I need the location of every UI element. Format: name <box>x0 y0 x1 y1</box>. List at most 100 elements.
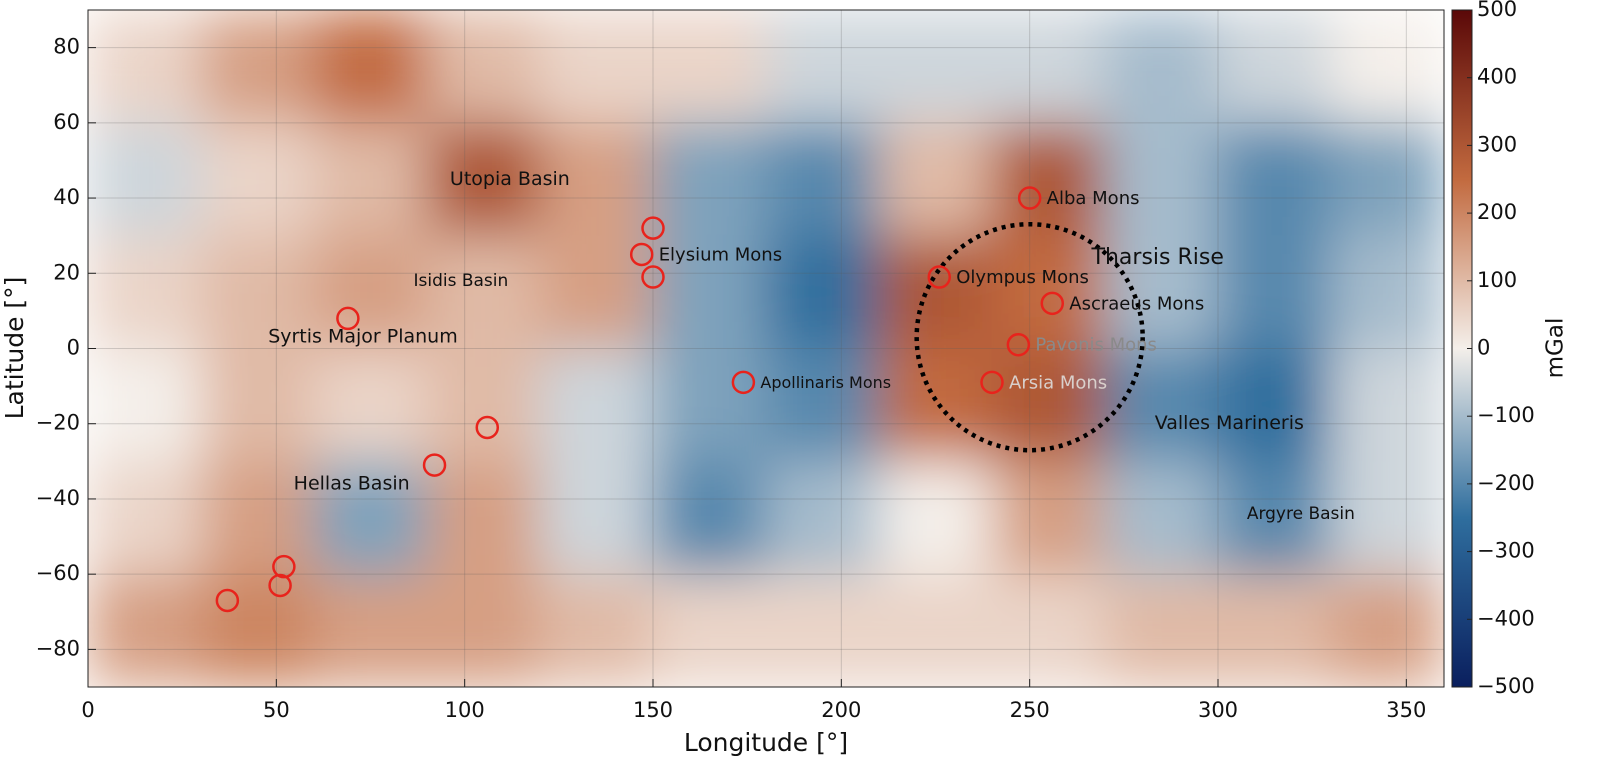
colorbar-tick-label: 400 <box>1477 65 1517 89</box>
field-cell <box>426 122 541 237</box>
x-tick-label: 350 <box>1386 698 1426 722</box>
field-cell <box>1330 122 1444 237</box>
field-cell <box>426 235 541 350</box>
colorbar-tick-label: −400 <box>1477 606 1535 630</box>
field-cell <box>200 122 315 237</box>
field-cell <box>1330 10 1444 124</box>
marker-label: Olympus Mons <box>956 267 1089 288</box>
y-tick-label: −40 <box>36 486 80 510</box>
y-tick-label: −80 <box>36 636 80 660</box>
marker <box>629 242 654 267</box>
field-cell <box>878 573 993 687</box>
field-cell <box>652 573 767 687</box>
field-cell <box>652 348 767 462</box>
field-cell <box>426 348 541 462</box>
colorbar-tick-label: −300 <box>1477 539 1535 563</box>
field-cell <box>991 235 1106 350</box>
field-cell <box>765 348 880 462</box>
marker <box>268 573 292 598</box>
field-cell <box>765 573 880 687</box>
field-cell <box>1217 10 1332 124</box>
tharsis-circle <box>914 221 1145 453</box>
field-cell <box>539 122 654 237</box>
field-cell <box>313 235 428 350</box>
x-tick-label: 150 <box>633 698 673 722</box>
field-cell <box>1217 235 1332 350</box>
region-label: Tharsis Rise <box>1091 245 1224 270</box>
field-cell <box>88 348 202 462</box>
field-cell <box>1104 348 1219 462</box>
field-cell <box>991 573 1106 687</box>
marker-label: Pavonis Mons <box>1035 335 1157 356</box>
region-label: Hellas Basin <box>294 472 410 494</box>
field-cell <box>878 122 993 237</box>
field-cell <box>1217 573 1332 687</box>
colorbar-tick-label: −200 <box>1477 471 1535 495</box>
x-tick-label: 300 <box>1198 698 1238 722</box>
field-cell <box>765 460 880 575</box>
field-cell <box>426 10 541 124</box>
field-cell <box>991 122 1106 237</box>
field-cell <box>200 10 315 124</box>
marker <box>215 588 240 613</box>
colorbar-tick-label: 200 <box>1477 200 1517 224</box>
colorbar-tick-label: −500 <box>1477 674 1535 698</box>
field-cell <box>991 10 1106 124</box>
field-cell <box>1217 460 1332 575</box>
field-cell <box>765 235 880 350</box>
field-cell <box>765 122 880 237</box>
marker <box>272 554 296 579</box>
marker <box>336 306 360 331</box>
field-cell <box>539 573 654 687</box>
marker <box>1040 291 1065 316</box>
field-cell <box>88 460 202 575</box>
field-cell <box>88 573 202 687</box>
field-cell <box>878 348 993 462</box>
field-cell <box>1104 460 1219 575</box>
field-cell <box>878 235 993 350</box>
x-tick-label: 200 <box>821 698 861 722</box>
field-cell <box>1330 235 1444 350</box>
field-cell <box>313 122 428 237</box>
marker <box>475 415 500 440</box>
marker <box>1017 186 1042 210</box>
x-tick-label: 50 <box>263 698 290 722</box>
field-cell <box>652 122 767 237</box>
marker-label: Alba Mons <box>1047 188 1140 209</box>
field-cell <box>1104 10 1219 124</box>
field-cell <box>426 573 541 687</box>
field-cell <box>200 573 315 687</box>
x-tick-label: 100 <box>445 698 485 722</box>
field-cell <box>765 10 880 124</box>
field-cell <box>88 10 202 124</box>
marker-label: Arsia Mons <box>1009 372 1107 393</box>
region-label: Argyre Basin <box>1247 504 1355 524</box>
field-cell <box>1104 235 1219 350</box>
marker <box>641 265 665 289</box>
colorbar-tick-label: −100 <box>1477 403 1535 427</box>
field-cell <box>200 235 315 350</box>
field-cell <box>1330 460 1444 575</box>
marker <box>980 370 1004 395</box>
overlay <box>88 10 1444 687</box>
y-tick-label: −20 <box>36 411 80 435</box>
region-label: Syrtis Major Planum <box>268 326 458 348</box>
field-cell <box>539 10 654 124</box>
y-tick-label: 20 <box>53 260 80 284</box>
marker <box>927 265 952 289</box>
region-label: Valles Marineris <box>1155 412 1304 434</box>
field-cell <box>878 460 993 575</box>
y-axis-label: Latitude [°] <box>0 277 29 420</box>
field-cell <box>313 460 428 575</box>
field-cell <box>426 460 541 575</box>
y-tick-label: 0 <box>67 336 80 360</box>
marker-label: Elysium Mons <box>659 244 782 265</box>
x-axis-label: Longitude [°] <box>684 728 848 757</box>
field-cell <box>313 348 428 462</box>
colorbar-tick-label: 100 <box>1477 268 1517 292</box>
marker <box>1006 332 1031 357</box>
field-cell <box>878 10 993 124</box>
field-cell <box>652 235 767 350</box>
field-cell <box>1217 348 1332 462</box>
